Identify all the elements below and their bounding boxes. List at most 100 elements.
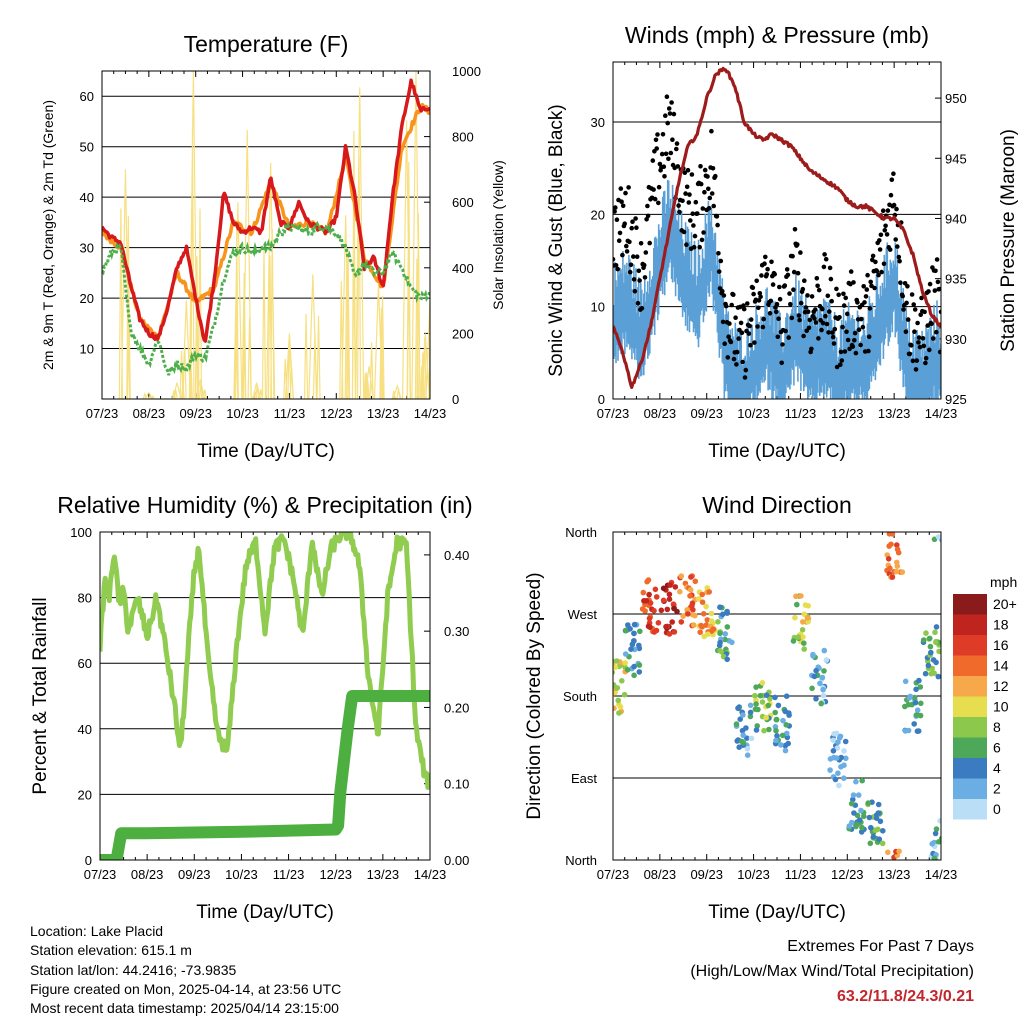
- station-elevation: Station elevation: 615.1 m: [30, 942, 192, 959]
- x-tick-label: 09/23: [690, 867, 723, 882]
- gust-point: [722, 341, 727, 347]
- direction-point: [905, 701, 912, 708]
- gust-point: [935, 279, 941, 285]
- direction-point: [944, 835, 950, 841]
- gust-point: [798, 250, 803, 255]
- direction-point: [715, 619, 721, 625]
- direction-point: [886, 532, 893, 537]
- gust-point: [613, 205, 618, 210]
- gust-point: [932, 288, 938, 293]
- gust-point: [851, 280, 856, 285]
- y-right-tick-label: 0.40: [444, 548, 469, 563]
- direction-point: [775, 702, 782, 709]
- y-right-tick-label: 400: [452, 261, 474, 276]
- y-tick-label: 60: [80, 89, 94, 104]
- direction-point: [911, 694, 918, 701]
- gust-point: [734, 362, 739, 367]
- direction-point: [708, 618, 715, 624]
- x-tick-label: 13/23: [878, 867, 911, 882]
- gust-point: [690, 211, 695, 216]
- gust-point: [829, 298, 834, 304]
- direction-point: [783, 722, 789, 728]
- gust-point: [915, 320, 920, 326]
- gust-point: [801, 333, 806, 339]
- gust-point: [729, 302, 734, 308]
- direction-point: [717, 639, 723, 646]
- direction-point: [888, 541, 894, 548]
- direction-point: [671, 605, 677, 612]
- gust-point: [643, 250, 649, 255]
- direction-point: [813, 667, 819, 674]
- direction-point: [690, 622, 697, 628]
- direction-point: [926, 635, 933, 642]
- gust-point: [700, 206, 706, 211]
- gust-point: [927, 347, 932, 353]
- gust-point: [934, 329, 939, 335]
- direction-point: [664, 606, 671, 613]
- direction-point: [933, 639, 939, 646]
- panel-title: Winds (mph) & Pressure (mb): [625, 22, 929, 48]
- gust-point: [914, 358, 920, 363]
- gust-point: [783, 328, 788, 334]
- gust-point: [739, 330, 745, 336]
- y-right-tick-label: 925: [945, 392, 967, 407]
- direction-point: [798, 593, 804, 599]
- direction-point: [642, 608, 648, 614]
- gust-point: [898, 280, 903, 286]
- gust-point: [752, 340, 757, 345]
- gust-point: [800, 286, 806, 292]
- gust-point: [682, 170, 688, 175]
- direction-point: [747, 709, 754, 716]
- y-tick-label: 40: [78, 722, 92, 737]
- direction-point: [692, 578, 699, 585]
- y-right-tick-label: 600: [452, 195, 474, 210]
- gust-point: [782, 283, 788, 288]
- direction-point: [820, 686, 826, 693]
- gust-point: [698, 181, 704, 187]
- gust-point: [816, 336, 821, 341]
- x-tick-label: 10/23: [225, 867, 258, 882]
- gust-point: [806, 325, 812, 331]
- direction-point: [637, 628, 643, 635]
- direction-point: [827, 767, 833, 773]
- direction-point: [810, 653, 816, 659]
- gust-point: [827, 265, 833, 271]
- direction-point: [800, 619, 806, 625]
- direction-point: [629, 641, 636, 648]
- direction-point: [792, 614, 798, 621]
- colorbar-label: 18: [993, 617, 1009, 633]
- extremes-values: 63.2/11.8/24.3/0.21: [836, 988, 974, 1005]
- gust-point: [721, 293, 727, 298]
- direction-point: [876, 836, 883, 842]
- direction-point: [813, 696, 819, 702]
- gust-point: [855, 300, 860, 305]
- direction-point: [759, 699, 766, 705]
- direction-point: [894, 542, 900, 548]
- direction-point: [778, 742, 784, 748]
- colorbar-label: 0: [993, 801, 1001, 817]
- gust-point: [709, 191, 715, 196]
- panel-title: Relative Humidity (%) & Precipitation (i…: [57, 492, 472, 518]
- gust-point: [630, 219, 635, 224]
- y-tick-label: North: [565, 853, 597, 868]
- gust-point: [742, 375, 748, 380]
- gust-point: [844, 329, 849, 335]
- direction-point: [743, 725, 749, 731]
- gust-point: [882, 228, 888, 233]
- gust-point: [760, 324, 766, 330]
- gust-point: [666, 106, 672, 111]
- direction-point: [779, 732, 786, 739]
- gust-point: [613, 263, 619, 268]
- y-right-tick-label: 0: [452, 392, 459, 407]
- direction-point: [927, 643, 934, 650]
- gust-point: [917, 344, 923, 350]
- gust-point: [623, 190, 628, 196]
- gust-point: [616, 238, 622, 243]
- y-tick-label: 10: [591, 300, 605, 315]
- direction-point: [627, 626, 633, 632]
- gust-point: [923, 355, 929, 361]
- gust-point: [631, 277, 637, 282]
- gust-point: [848, 269, 854, 274]
- direction-point: [929, 841, 935, 847]
